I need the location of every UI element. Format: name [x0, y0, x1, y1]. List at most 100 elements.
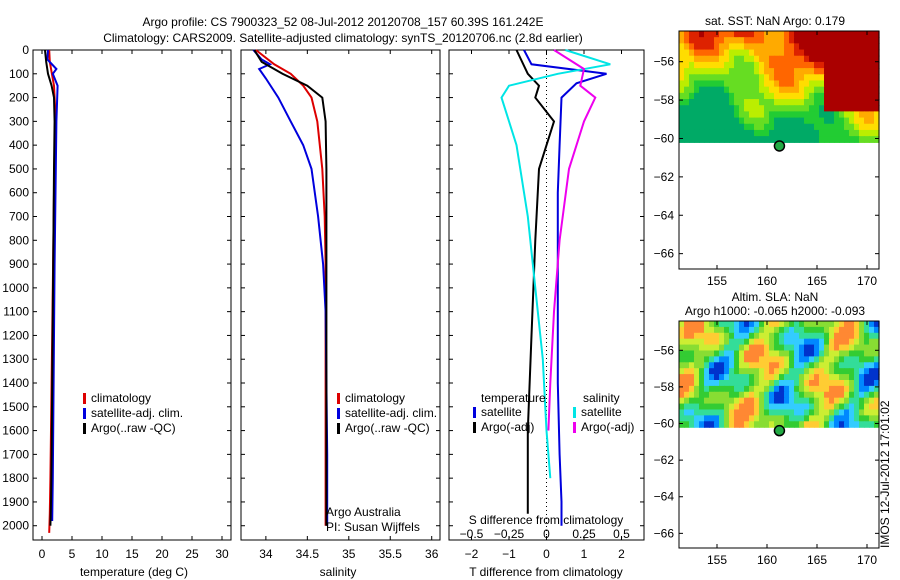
sst-map-cell [779, 99, 785, 106]
sst-map-cell [834, 68, 840, 75]
imos-timestamp: IMOS 12-Jul-2012 17:01:02 [878, 400, 892, 548]
sst-map-cell [684, 111, 690, 119]
sst-map-cell [729, 129, 735, 137]
sst-map-cell [689, 99, 695, 106]
sla-map-cell [799, 326, 805, 334]
sst-map-cell [714, 49, 720, 57]
sst-map-cell [874, 123, 880, 131]
sla-map-cell [734, 397, 740, 405]
sst-map-cell [734, 49, 740, 57]
sla-map-cell [679, 344, 685, 352]
sst-map-cell [779, 92, 785, 100]
sst-map-cell [824, 111, 830, 119]
sst-map-cell [854, 74, 860, 82]
difference-top-tick-label: −0.5 [460, 527, 484, 541]
sst-map-cell [864, 55, 870, 63]
difference-legend-swatch [473, 407, 476, 418]
sst-map-cell [734, 80, 740, 88]
sst-map-cell [694, 49, 700, 57]
sla-map-cell [824, 415, 830, 422]
sla-map-cell [734, 362, 740, 369]
sla-map-cell [874, 409, 880, 416]
sst-map-cell [734, 74, 740, 82]
sla-map-cell [784, 403, 790, 411]
sst-map-cell [794, 111, 800, 119]
sla-map-cell [684, 338, 690, 346]
sst-map-cell [769, 37, 775, 44]
sla-map-cell [804, 421, 810, 428]
sst-map-cell [814, 111, 820, 119]
sst-map-cell [689, 111, 695, 119]
sst-map-cell [684, 129, 690, 137]
sst-map-cell [734, 61, 740, 69]
sla-map-cell [784, 350, 790, 357]
sla-map-cell [839, 374, 845, 381]
sst-map-cell [759, 61, 765, 69]
depth-tick-label: 1800 [2, 471, 29, 485]
sla-map-cell [864, 379, 870, 387]
sst-map-cell [774, 31, 780, 38]
sst-map-cell [844, 31, 850, 38]
sla-map-cell [694, 368, 700, 375]
sla-map-cell [739, 379, 745, 387]
sst-map-cell [794, 49, 800, 57]
sst-map-cell [839, 49, 845, 57]
sst-map-cell [869, 105, 875, 112]
temperature-legend-label: climatology [91, 391, 151, 405]
sla-map-cell [759, 409, 765, 416]
sst-map-cell [809, 129, 815, 137]
sla-map-cell [819, 332, 825, 340]
sst-map-cell [744, 80, 750, 88]
sla-map-cell [829, 356, 835, 363]
sst-map-cell [829, 123, 835, 131]
sla-map-cell [869, 403, 875, 411]
sla-map-cell [874, 356, 880, 363]
sla-map-cell [694, 362, 700, 369]
sla-map-cell [719, 326, 725, 334]
sst-map-cell [679, 31, 685, 38]
sla-map-cell [779, 385, 785, 393]
sst-map-cell [804, 43, 810, 51]
difference-panel: −2−1012−0.5−0.2500.250.5temperaturesalin… [448, 49, 645, 561]
sla-map-cell [759, 321, 765, 328]
sst-map-cell [864, 129, 870, 137]
sst-map-cell [794, 123, 800, 131]
sst-map-cell [789, 111, 795, 119]
sla-map-cell [699, 397, 705, 405]
sla-map-cell [729, 326, 735, 334]
sst-map-cell [804, 117, 810, 125]
sst-map-cell [824, 117, 830, 125]
sst-map-cell [799, 111, 805, 119]
sst-map-cell [864, 61, 870, 69]
sla-map-cell [784, 374, 790, 381]
depth-tick-label: 500 [9, 162, 29, 176]
sst-map-cell [714, 80, 720, 88]
sst-map-cell [729, 111, 735, 119]
sla-map-cell [709, 391, 715, 399]
sla-map-cell [769, 332, 775, 340]
sla-map-cell [779, 362, 785, 369]
sla-map-cell [679, 403, 685, 411]
sst-map-ytick-label: −58 [654, 93, 675, 107]
sst-map-cell [834, 86, 840, 94]
sst-map-cell [699, 136, 705, 143]
sla-map-cell [739, 385, 745, 393]
sst-map-cell [759, 123, 765, 131]
sst-map-cell [789, 68, 795, 75]
sst-map-cell [709, 31, 715, 38]
sst-map-cell [864, 49, 870, 57]
salinity-series-1 [252, 49, 329, 526]
difference-legend-swatch [473, 422, 476, 433]
difference-legend-swatch [573, 422, 576, 433]
sla-map-cell [714, 350, 720, 357]
difference-top-tick-label: −0.25 [494, 527, 525, 541]
sla-map-cell [684, 350, 690, 357]
sst-map-cell [794, 61, 800, 69]
sla-map-cell [734, 321, 740, 328]
sla-map-cell [869, 321, 875, 328]
sla-map-cell [814, 350, 820, 357]
sst-map-cell [789, 117, 795, 125]
sst-map-cell [769, 86, 775, 94]
sst-map-cell [819, 105, 825, 112]
sla-map-cell [724, 332, 730, 340]
